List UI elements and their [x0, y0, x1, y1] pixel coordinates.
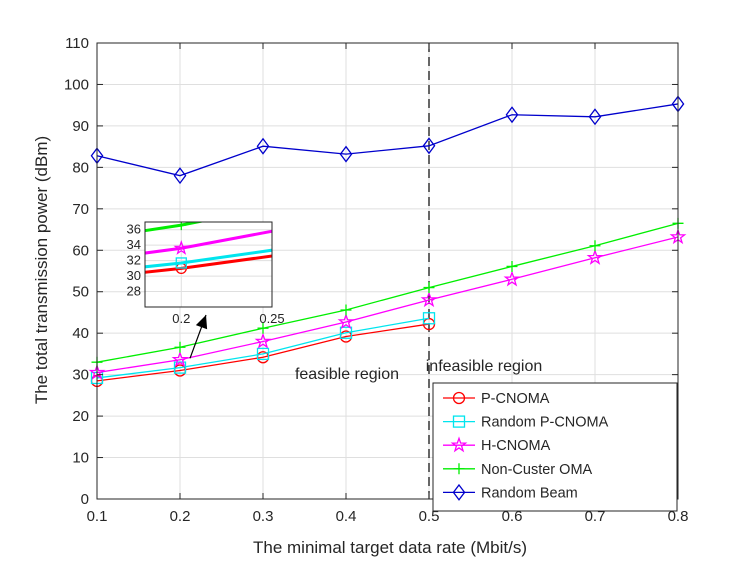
inset-y-tick-label: 30	[127, 268, 141, 283]
series-random-beam	[90, 95, 685, 185]
data-point-random-beam	[173, 167, 187, 185]
x-tick-label: 0.7	[585, 508, 606, 525]
data-point-non-custer-oma	[423, 282, 435, 294]
data-point-non-custer-oma	[257, 322, 269, 334]
data-point-non-custer-oma	[589, 240, 601, 252]
inset-y-tick-label: 32	[127, 253, 141, 268]
legend-box	[432, 382, 678, 512]
x-tick-label: 0.8	[668, 508, 689, 525]
data-point-h-cnoma	[503, 270, 521, 287]
inset-data-point-h-cnoma	[173, 240, 190, 255]
axes-layer: 0.1 0.2 0.3 0.4 0.5 0.6 0.7 0.8 0 10 20 30 40 50 60 70 8…	[64, 35, 688, 525]
data-point-random-p-cnoma	[422, 312, 436, 325]
x-tick-label: 0.2	[170, 508, 191, 525]
legend-label: Random Beam	[481, 485, 578, 501]
x-tick-label: 0.6	[502, 508, 523, 525]
legend-item-random-beam: Random Beam	[443, 483, 578, 501]
data-point-h-cnoma	[254, 332, 272, 349]
data-point-h-cnoma	[420, 291, 438, 308]
y-tick-label: 40	[72, 325, 89, 342]
series-layer	[88, 95, 687, 388]
y-tick-label: 100	[64, 76, 89, 93]
data-point-non-custer-oma	[174, 341, 186, 353]
data-point-non-custer-oma	[506, 260, 518, 272]
y-tick-label: 20	[72, 408, 89, 425]
inset-y-tick-label: 36	[127, 222, 141, 237]
inset-x-tick-label: 0.2	[172, 311, 190, 326]
data-point-random-beam	[256, 137, 270, 155]
legend-marker	[452, 415, 466, 428]
zoom-arrow	[189, 314, 208, 359]
arrow-head	[195, 315, 208, 330]
data-point-non-custer-oma	[340, 304, 352, 316]
legend-marker	[452, 391, 466, 405]
inset-data-point-random-p-cnoma	[175, 257, 187, 269]
y-tick-label: 90	[72, 118, 89, 135]
annotation-feasible-region: feasible region	[295, 366, 399, 383]
inset-frame	[144, 221, 273, 308]
data-point-h-cnoma	[337, 313, 355, 330]
series-line-non-custer-oma	[96, 222, 679, 363]
legend-item-h-cnoma: H-CNOMA	[443, 436, 551, 454]
data-point-h-cnoma	[171, 350, 189, 367]
data-point-h-cnoma	[586, 248, 604, 265]
y-tick-label: 30	[72, 367, 89, 384]
series-line-p-cnoma	[96, 323, 430, 382]
x-tick-label: 0.5	[419, 508, 440, 525]
legend-marker	[452, 483, 466, 501]
y-axis-label: The total transmission power (dBm)	[32, 136, 51, 404]
data-point-random-p-cnoma	[339, 326, 353, 339]
series-line-random-beam	[96, 103, 679, 177]
y-tick-label: 80	[72, 159, 89, 176]
x-tick-label: 0.1	[87, 508, 108, 525]
data-point-random-beam	[588, 108, 602, 126]
inset-data-point-non-custer-oma	[176, 222, 187, 231]
inset-series-group	[145, 222, 272, 275]
y-tick-label: 50	[72, 284, 89, 301]
inset-y-tick-label: 34	[127, 237, 141, 252]
legend-item-random-p-cnoma: Random P-CNOMA	[443, 415, 609, 431]
legend-label: H-CNOMA	[481, 438, 551, 454]
series-line-h-cnoma	[96, 236, 679, 374]
x-tick-label: 0.4	[336, 508, 357, 525]
inset-x-tick-label: 0.25	[259, 311, 284, 326]
legend-marker	[453, 463, 465, 475]
data-point-random-p-cnoma	[256, 347, 270, 361]
legend: P-CNOMA Random P-CNOMA H-CNOMA Non-Custer O…	[432, 382, 678, 512]
legend-label: P-CNOMA	[481, 391, 550, 407]
y-tick-label: 110	[65, 35, 89, 52]
legend-label: Non-Custer OMA	[481, 462, 593, 478]
y-tick-label: 70	[72, 201, 89, 218]
y-tick-label: 60	[72, 242, 89, 259]
plot-frame	[96, 42, 679, 500]
inset-y-tick-label: 28	[127, 284, 141, 299]
series-line-random-p-cnoma	[96, 317, 430, 379]
legend-item-non-custer-oma: Non-Custer OMA	[443, 462, 593, 478]
data-point-random-beam	[422, 137, 436, 155]
x-axis-label: The minimal target data rate (Mbit/s)	[253, 538, 527, 557]
y-tick-label: 0	[81, 491, 89, 508]
inset-series-line-h-cnoma	[145, 229, 272, 255]
data-point-random-beam	[339, 145, 353, 163]
legend-label: Random P-CNOMA	[481, 415, 609, 431]
legend-item-p-cnoma: P-CNOMA	[443, 391, 550, 407]
y-tick-label: 10	[72, 450, 89, 467]
legend-marker	[450, 436, 468, 453]
x-tick-label: 0.3	[253, 508, 274, 525]
data-point-random-beam	[505, 106, 519, 124]
annotation-infeasible-region: infeasible region	[426, 358, 543, 375]
